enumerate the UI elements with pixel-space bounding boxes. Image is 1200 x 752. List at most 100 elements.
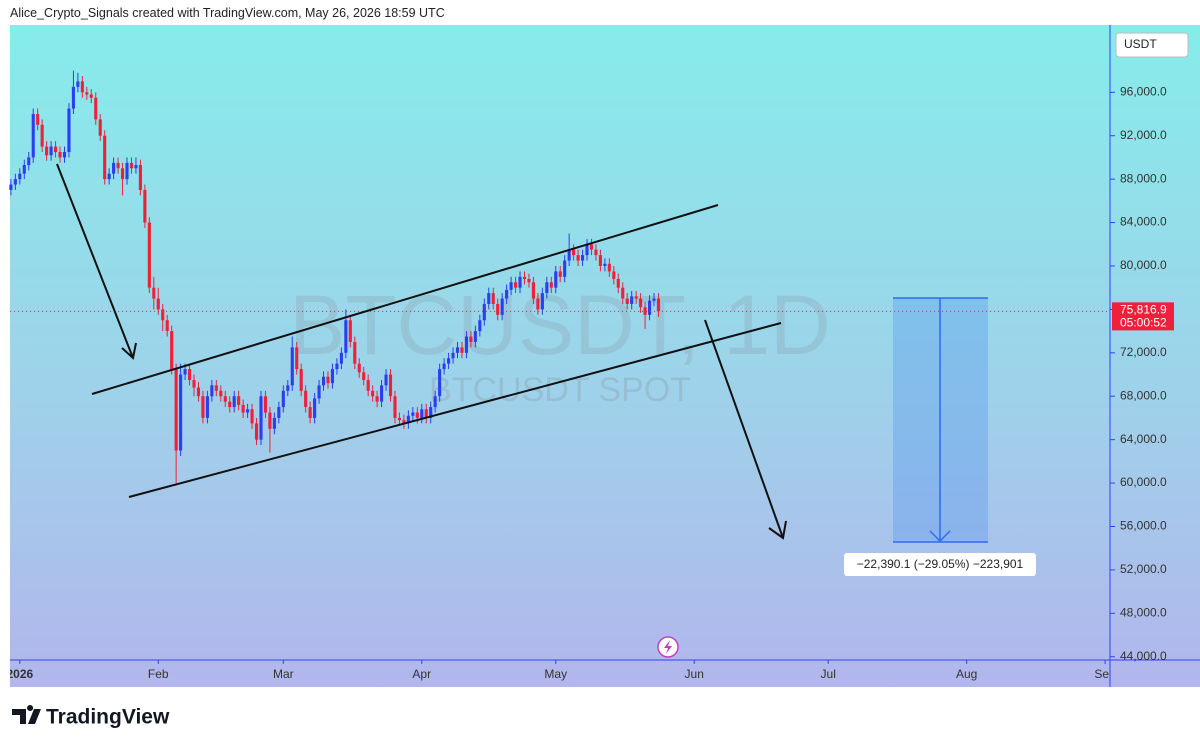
channel-top	[91, 204, 719, 395]
candle-body	[228, 401, 232, 408]
candle-body	[290, 347, 294, 386]
logo-icon	[12, 705, 41, 724]
candle-body	[71, 86, 75, 109]
candle-body	[49, 146, 53, 156]
candle-body	[272, 417, 276, 429]
candle-body	[433, 396, 437, 408]
candle-body	[380, 385, 384, 402]
price-tag	[1112, 302, 1174, 331]
x-tick-label: Jun	[685, 667, 704, 681]
candle-body	[362, 372, 366, 380]
candle-body	[259, 396, 263, 440]
candle-body	[438, 369, 442, 397]
measure-label-bg	[844, 553, 1036, 576]
candle-body	[165, 320, 169, 332]
candle-body	[53, 146, 58, 152]
candle-body	[18, 173, 22, 180]
candle-body	[589, 244, 594, 250]
candle-body	[9, 184, 13, 190]
candle-body	[112, 162, 116, 174]
candle-body	[36, 114, 40, 125]
candle-body	[656, 298, 661, 312]
candle-body	[522, 276, 527, 279]
measure-tool	[893, 297, 988, 543]
arrow-down-left	[56, 163, 134, 359]
candle-body	[98, 119, 102, 136]
channel-bottom	[128, 322, 782, 498]
watermark: BTCUSDT, 1D	[289, 278, 830, 372]
measure-label: −22,390.1 (−29.05%) −223,901	[857, 557, 1024, 571]
candle-body	[442, 363, 446, 370]
currency-box[interactable]	[1115, 32, 1189, 58]
candle-body	[103, 135, 107, 180]
candle-body	[455, 347, 460, 353]
candle-body	[491, 293, 495, 304]
y-tick-label: 72,000.0	[1120, 345, 1167, 359]
logo-text: TradingView	[46, 706, 170, 729]
candle-body	[219, 390, 223, 397]
x-tick-label: 2026	[6, 667, 33, 681]
y-tick-label: 48,000.0	[1120, 605, 1167, 619]
candle-body	[31, 114, 35, 158]
candle-body	[174, 369, 178, 451]
candle-body	[594, 249, 598, 256]
candle-body	[62, 152, 67, 158]
candle-body	[496, 303, 500, 315]
candle-body	[317, 385, 321, 399]
candle-body	[344, 320, 348, 353]
candle-body	[313, 398, 317, 418]
candle-body	[652, 298, 656, 301]
candle-body	[639, 298, 643, 308]
candle-body	[460, 347, 464, 353]
candle-body	[411, 412, 415, 416]
candle-body	[67, 108, 71, 152]
x-tick-label: Apr	[412, 667, 431, 681]
candle-body	[277, 407, 281, 418]
candle-body	[505, 289, 509, 299]
candle-body	[545, 282, 549, 294]
candle-body	[647, 300, 652, 315]
candle-body	[281, 390, 285, 408]
candle-body	[536, 298, 540, 310]
candle-body	[487, 293, 491, 304]
candle-body	[335, 363, 339, 370]
candle-body	[572, 249, 576, 256]
candle-body	[94, 97, 98, 120]
candle-body	[603, 263, 607, 266]
footer-logo: TradingView	[12, 705, 170, 729]
candle-body	[27, 157, 31, 166]
candle-body	[187, 369, 192, 380]
header: Alice_Crypto_Signals created with Tradin…	[10, 6, 445, 20]
x-tick-label: Sep	[1094, 667, 1116, 681]
candle-body	[366, 379, 370, 391]
candle-body	[567, 249, 571, 261]
candle-body	[254, 423, 259, 440]
candle-body	[585, 244, 589, 256]
candle-body	[513, 282, 518, 288]
candle-body	[22, 165, 26, 174]
candle-body	[482, 303, 486, 321]
candle-body	[357, 363, 361, 373]
candle-body	[554, 271, 558, 288]
candle-body	[424, 409, 428, 418]
candle-body	[125, 162, 129, 180]
candle-body	[531, 282, 535, 299]
candle-body	[13, 179, 17, 185]
candle-body	[80, 81, 84, 93]
candle-body	[241, 404, 245, 413]
candle-body	[469, 336, 473, 342]
candle-body	[353, 341, 357, 364]
y-tick-label: 96,000.0	[1120, 84, 1167, 98]
candle-body	[451, 352, 455, 359]
candle-body	[509, 282, 513, 290]
candle-body	[643, 307, 647, 315]
candle-body	[393, 396, 397, 418]
candle-body	[156, 298, 160, 310]
y-tick-label: 80,000.0	[1120, 258, 1167, 272]
candle-body	[580, 255, 585, 261]
arrow-head	[768, 520, 787, 540]
candle-body	[214, 385, 218, 391]
candle-body	[447, 358, 451, 364]
